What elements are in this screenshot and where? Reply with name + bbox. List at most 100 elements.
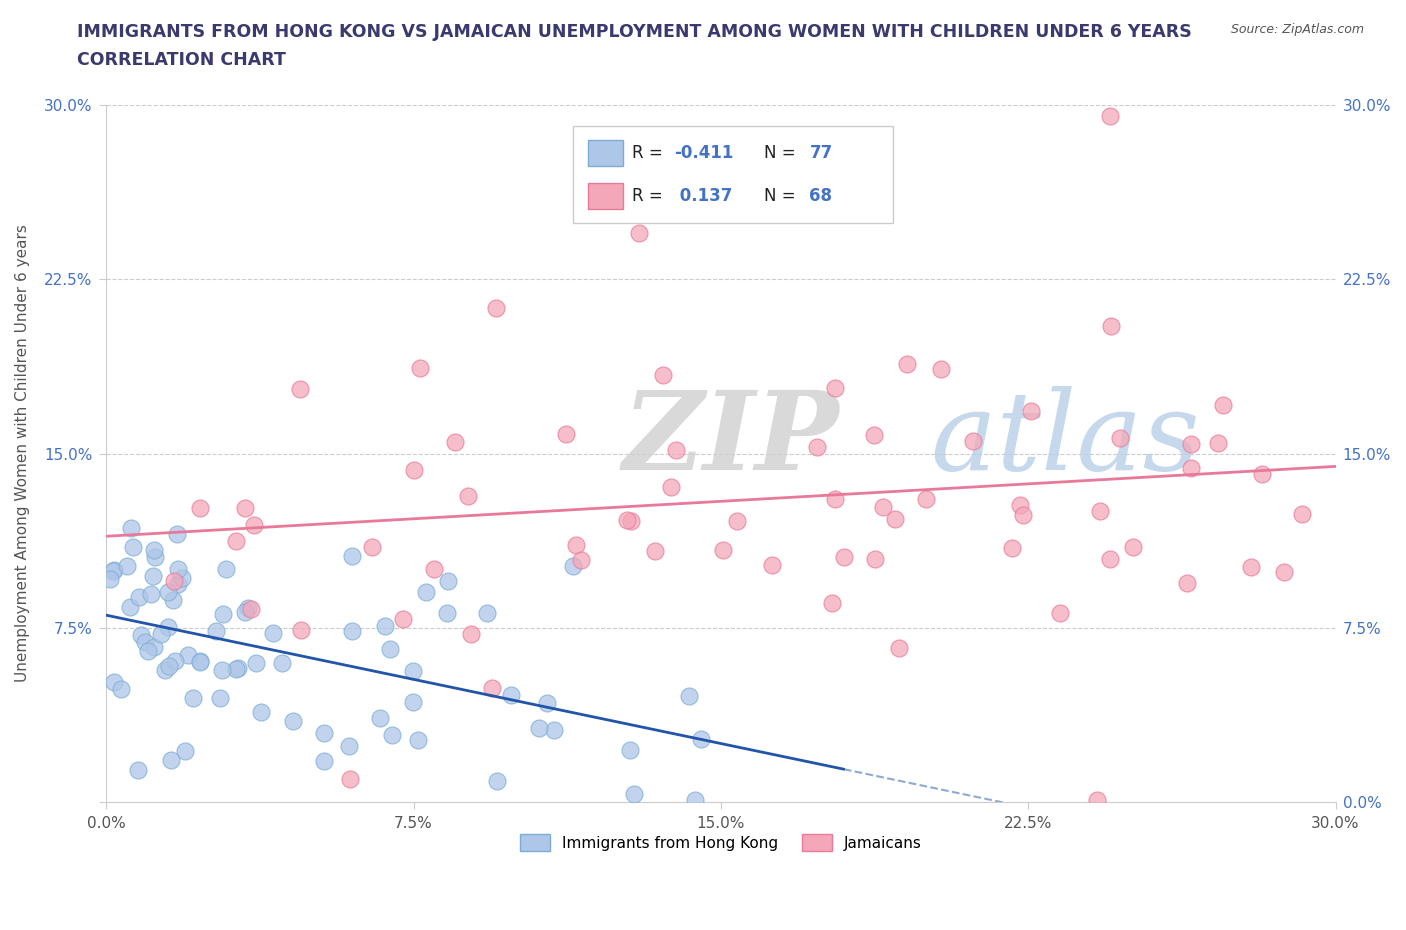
Point <box>872 499 894 514</box>
Point <box>1049 605 1071 620</box>
Point <box>163 574 186 589</box>
Point <box>245 656 267 671</box>
Text: Source: ZipAtlas.com: Source: ZipAtlas.com <box>1230 23 1364 36</box>
Point <box>122 539 145 554</box>
Point <box>242 518 264 533</box>
Point <box>651 367 673 382</box>
Point <box>103 675 125 690</box>
Point <box>1088 503 1111 518</box>
Text: R =: R = <box>633 144 668 162</box>
Point <box>120 520 142 535</box>
FancyBboxPatch shape <box>574 126 893 223</box>
Point <box>527 720 550 735</box>
Point <box>1180 436 1202 451</box>
Point <box>1212 398 1234 413</box>
Point <box>340 549 363 564</box>
Point <box>142 640 165 655</box>
Point <box>620 513 643 528</box>
Point <box>565 538 588 552</box>
Point <box>1019 404 1042 418</box>
Point <box>157 585 180 600</box>
Point <box>226 660 249 675</box>
Point <box>1180 460 1202 475</box>
Point <box>103 563 125 578</box>
Point <box>208 691 231 706</box>
Point <box>896 357 918 372</box>
Point <box>288 381 311 396</box>
Text: R =: R = <box>633 187 668 205</box>
Point <box>1122 540 1144 555</box>
Point <box>1099 109 1122 124</box>
Point <box>623 787 645 802</box>
Point <box>1010 498 1032 512</box>
Point <box>339 772 361 787</box>
Point <box>486 774 509 789</box>
Point <box>103 564 125 578</box>
Text: N =: N = <box>763 144 801 162</box>
Point <box>134 634 156 649</box>
Point <box>250 704 273 719</box>
Point <box>806 440 828 455</box>
Point <box>157 658 180 673</box>
Point <box>188 654 211 669</box>
Point <box>929 362 952 377</box>
Point <box>863 551 886 566</box>
Point <box>444 435 467 450</box>
Point <box>761 558 783 573</box>
Point <box>1272 565 1295 579</box>
Point <box>337 738 360 753</box>
Point <box>1108 431 1130 445</box>
Point <box>145 550 167 565</box>
Point <box>569 552 592 567</box>
FancyBboxPatch shape <box>588 140 623 166</box>
Point <box>460 626 482 641</box>
Point <box>889 641 911 656</box>
Point <box>616 512 638 527</box>
Point <box>485 300 508 315</box>
Point <box>402 695 425 710</box>
Point <box>205 623 228 638</box>
Point <box>281 713 304 728</box>
Point <box>678 688 700 703</box>
Point <box>1175 576 1198 591</box>
Point <box>863 427 886 442</box>
Point <box>166 562 188 577</box>
Point <box>100 572 122 587</box>
Point <box>128 590 150 604</box>
Point <box>188 500 211 515</box>
Point <box>381 727 404 742</box>
Point <box>271 656 294 671</box>
Point <box>378 642 401 657</box>
Point <box>233 604 256 619</box>
Point <box>290 623 312 638</box>
Text: N =: N = <box>763 187 801 205</box>
Text: -0.411: -0.411 <box>675 144 734 162</box>
Point <box>1251 467 1274 482</box>
Point <box>160 753 183 768</box>
Point <box>183 690 205 705</box>
Point <box>233 500 256 515</box>
Point <box>118 600 141 615</box>
Point <box>211 662 233 677</box>
Point <box>1099 318 1122 333</box>
Point <box>1291 506 1313 521</box>
Point <box>165 654 187 669</box>
Point <box>644 544 666 559</box>
Point <box>824 491 846 506</box>
Point <box>543 722 565 737</box>
Point <box>149 627 172 642</box>
Point <box>1011 508 1033 523</box>
Point <box>240 602 263 617</box>
Point <box>481 681 503 696</box>
Point <box>188 653 211 668</box>
Point <box>1001 541 1024 556</box>
Point <box>962 433 984 448</box>
Point <box>685 792 707 807</box>
Y-axis label: Unemployment Among Women with Children Under 6 years: Unemployment Among Women with Children U… <box>15 225 30 683</box>
Point <box>110 682 132 697</box>
Point <box>619 742 641 757</box>
Point <box>821 595 844 610</box>
Point <box>127 762 149 777</box>
Point <box>136 644 159 658</box>
Point <box>914 491 936 506</box>
